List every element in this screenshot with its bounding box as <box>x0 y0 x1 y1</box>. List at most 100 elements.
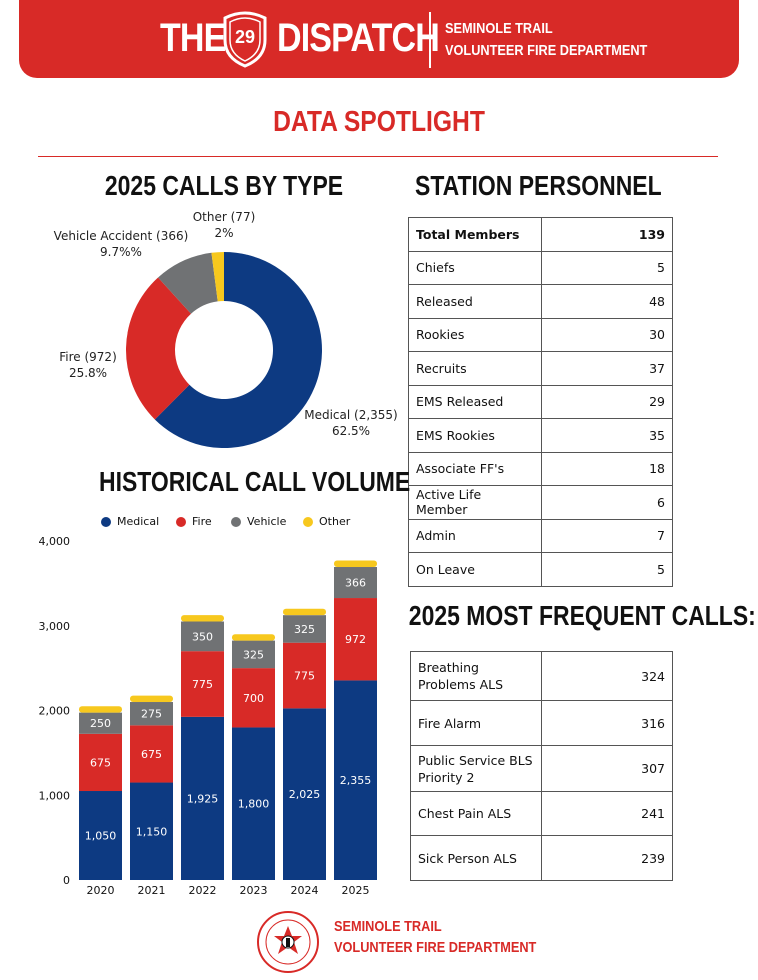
header-divider <box>429 12 431 68</box>
data-spotlight-title: DATA SPOTLIGHT <box>273 106 485 138</box>
personnel-row: Recruits 37 <box>408 351 673 386</box>
bar-segment-vehicle <box>232 640 275 669</box>
personnel-value: 29 <box>541 384 673 419</box>
frequent-call-label: Chest Pain ALS <box>410 791 542 836</box>
bar-segment-vehicle <box>283 615 326 643</box>
personnel-value: 35 <box>541 418 673 453</box>
label-medical: Medical (2,355) 62.5% <box>304 407 398 439</box>
masthead-title-left: THE <box>160 16 226 60</box>
legend-vehicle: Vehicle <box>231 515 286 528</box>
x-tick-label: 2020 <box>87 884 115 897</box>
bar-data-label: 2,355 <box>340 774 372 787</box>
footer-line2: VOLUNTEER FIRE DEPARTMENT <box>334 939 537 956</box>
header-banner: THE 29 DISPATCH SEMINOLE TRAIL VOLUNTEER… <box>19 0 739 78</box>
personnel-table: Total Members 139 Chiefs 5 Released 48 Rookies… <box>408 217 673 587</box>
bar-segment-other <box>79 706 122 713</box>
frequent-call-label: Fire Alarm <box>410 700 542 746</box>
bar-data-label: 366 <box>345 577 366 590</box>
bar-segment-other <box>232 634 275 641</box>
legend-other-label: Other <box>319 515 351 528</box>
bar-segment-medical <box>283 708 326 880</box>
donut-slice-fire <box>125 277 192 420</box>
frequent-call-value: 324 <box>541 651 673 701</box>
frequent-call-value: 241 <box>541 791 673 836</box>
bar-data-label: 325 <box>243 648 264 661</box>
label-other: Other (77) 2% <box>182 209 266 241</box>
bar-segment-medical <box>232 727 275 880</box>
fire-department-logo <box>257 911 319 973</box>
x-tick-label: 2023 <box>240 884 268 897</box>
bar-segment-other <box>181 615 224 622</box>
frequent-call-label-line: Priority 2 <box>418 769 475 785</box>
legend-fire-label: Fire <box>192 515 212 528</box>
personnel-row: EMS Released 29 <box>408 384 673 419</box>
personnel-row: On Leave 5 <box>408 552 673 587</box>
bar-data-label: 250 <box>90 717 111 730</box>
bar-segment-other <box>283 608 326 616</box>
label-other-pct: 2% <box>214 226 234 240</box>
personnel-label: Active Life Member <box>408 485 542 520</box>
legend-vehicle-label: Vehicle <box>247 515 287 528</box>
x-tick-label: 2021 <box>138 884 166 897</box>
bar-data-label: 775 <box>192 678 213 691</box>
personnel-value: 37 <box>541 351 673 386</box>
legend-vehicle-dot <box>231 516 241 527</box>
personnel-label: Associate FF's <box>408 451 542 486</box>
bar-segment-fire <box>232 668 275 728</box>
personnel-value: 48 <box>541 284 673 319</box>
header-subtitle-line2: VOLUNTEER FIRE DEPARTMENT <box>445 42 648 59</box>
legend-fire: Fire <box>176 515 212 528</box>
frequent-calls-table: Breathing Problems ALS 324 Fire Alarm 316 Pub… <box>410 651 673 881</box>
historical-title: HISTORICAL CALL VOLUME <box>99 466 411 497</box>
label-fire-pct: 25.8% <box>68 366 108 380</box>
calls-by-type-title: 2025 CALLS BY TYPE <box>104 170 344 201</box>
bar-segment-fire <box>130 725 173 783</box>
personnel-label: EMS Rookies <box>408 418 542 453</box>
personnel-label: On Leave <box>408 552 542 587</box>
personnel-row: EMS Rookies 35 <box>408 418 673 453</box>
personnel-label: Released <box>408 284 542 319</box>
frequent-calls-title: 2025 MOST FREQUENT CALLS: <box>408 600 756 631</box>
legend-medical-dot <box>101 516 111 527</box>
bar-data-label: 2,025 <box>289 788 321 801</box>
header-subtitle-line1: SEMINOLE TRAIL <box>445 20 553 37</box>
frequent-call-row: Fire Alarm 316 <box>410 700 673 746</box>
legend-other: Other <box>303 515 350 528</box>
station-personnel-title: STATION PERSONNEL <box>415 170 662 201</box>
bar-segment-fire <box>283 642 326 709</box>
personnel-value: 6 <box>541 485 673 520</box>
bar-data-label: 700 <box>243 692 264 705</box>
frequent-call-row: Public Service BLS Priority 2 307 <box>410 745 673 792</box>
personnel-value: 139 <box>541 217 673 252</box>
personnel-value: 30 <box>541 317 673 352</box>
personnel-row: Released 48 <box>408 284 673 319</box>
personnel-label: Chiefs <box>408 250 542 285</box>
donut-slice-other <box>211 252 224 302</box>
donut-slice-medical <box>154 252 322 448</box>
legend-fire-dot <box>176 516 186 527</box>
personnel-row: Total Members 139 <box>408 217 673 252</box>
personnel-value: 5 <box>541 552 673 587</box>
label-medical-pct: 62.5% <box>331 424 371 438</box>
personnel-row: Chiefs 5 <box>408 250 673 285</box>
y-tick-label: 3,000 <box>39 620 71 633</box>
bar-segment-medical <box>130 782 173 880</box>
personnel-label: Total Members <box>408 217 542 252</box>
legend-medical: Medical <box>101 515 159 528</box>
bar-data-label: 775 <box>294 670 315 683</box>
personnel-label: Rookies <box>408 317 542 352</box>
bar-data-label: 1,050 <box>85 830 117 843</box>
label-fire: Fire (972) 25.8% <box>56 349 120 381</box>
frequent-call-row: Chest Pain ALS 241 <box>410 791 673 836</box>
frequent-call-label-line: Breathing <box>418 660 479 675</box>
y-tick-label: 4,000 <box>39 535 71 548</box>
bar-segment-vehicle <box>130 702 173 726</box>
personnel-row: Admin 7 <box>408 518 673 553</box>
bar-segment-vehicle <box>181 621 224 652</box>
personnel-label: Recruits <box>408 351 542 386</box>
bar-data-label: 675 <box>90 756 111 769</box>
personnel-value: 7 <box>541 518 673 553</box>
bar-segment-other <box>130 695 173 703</box>
personnel-label: EMS Released <box>408 384 542 419</box>
frequent-call-label-line: Sick Person ALS <box>418 850 517 866</box>
